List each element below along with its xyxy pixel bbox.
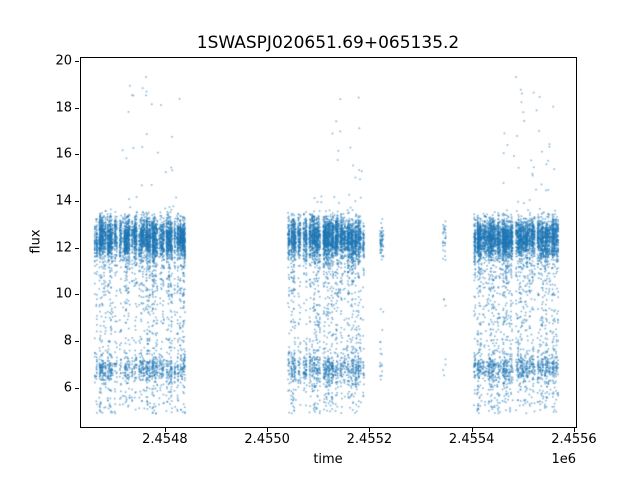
x-tick-label: 2.4550 [244, 432, 290, 447]
y-tick-mark [75, 387, 79, 389]
axes-frame [79, 57, 577, 428]
y-tick-label: 6 [63, 380, 72, 396]
x-tick-label: 2.4552 [346, 432, 393, 447]
y-tick-label: 20 [55, 53, 72, 69]
x-tick-label: 2.4554 [448, 432, 495, 447]
x-axis-offset-text: 1e6 [551, 452, 576, 467]
y-tick-mark [75, 201, 79, 203]
y-tick-mark [75, 107, 79, 109]
chart-title: 1SWASPJ020651.69+065135.2 [196, 33, 460, 53]
x-tick-mark [573, 428, 575, 432]
y-tick-mark [75, 341, 79, 343]
y-tick-label: 12 [55, 240, 72, 256]
x-tick-mark [164, 428, 166, 432]
y-tick-mark [75, 154, 79, 156]
y-tick-label: 10 [55, 286, 72, 302]
y-tick-mark [75, 247, 79, 249]
y-tick-mark [75, 60, 79, 62]
x-tick-mark [369, 428, 371, 432]
x-tick-label: 2.4548 [142, 432, 188, 447]
y-tick-label: 18 [55, 100, 72, 116]
y-tick-mark [75, 294, 79, 296]
x-axis-label: time [313, 452, 343, 467]
x-tick-mark [267, 428, 269, 432]
x-tick-mark [471, 428, 473, 432]
y-tick-label: 16 [55, 146, 72, 162]
y-tick-label: 8 [63, 333, 72, 349]
x-tick-label: 2.4556 [551, 432, 597, 447]
y-tick-label: 14 [55, 193, 72, 209]
